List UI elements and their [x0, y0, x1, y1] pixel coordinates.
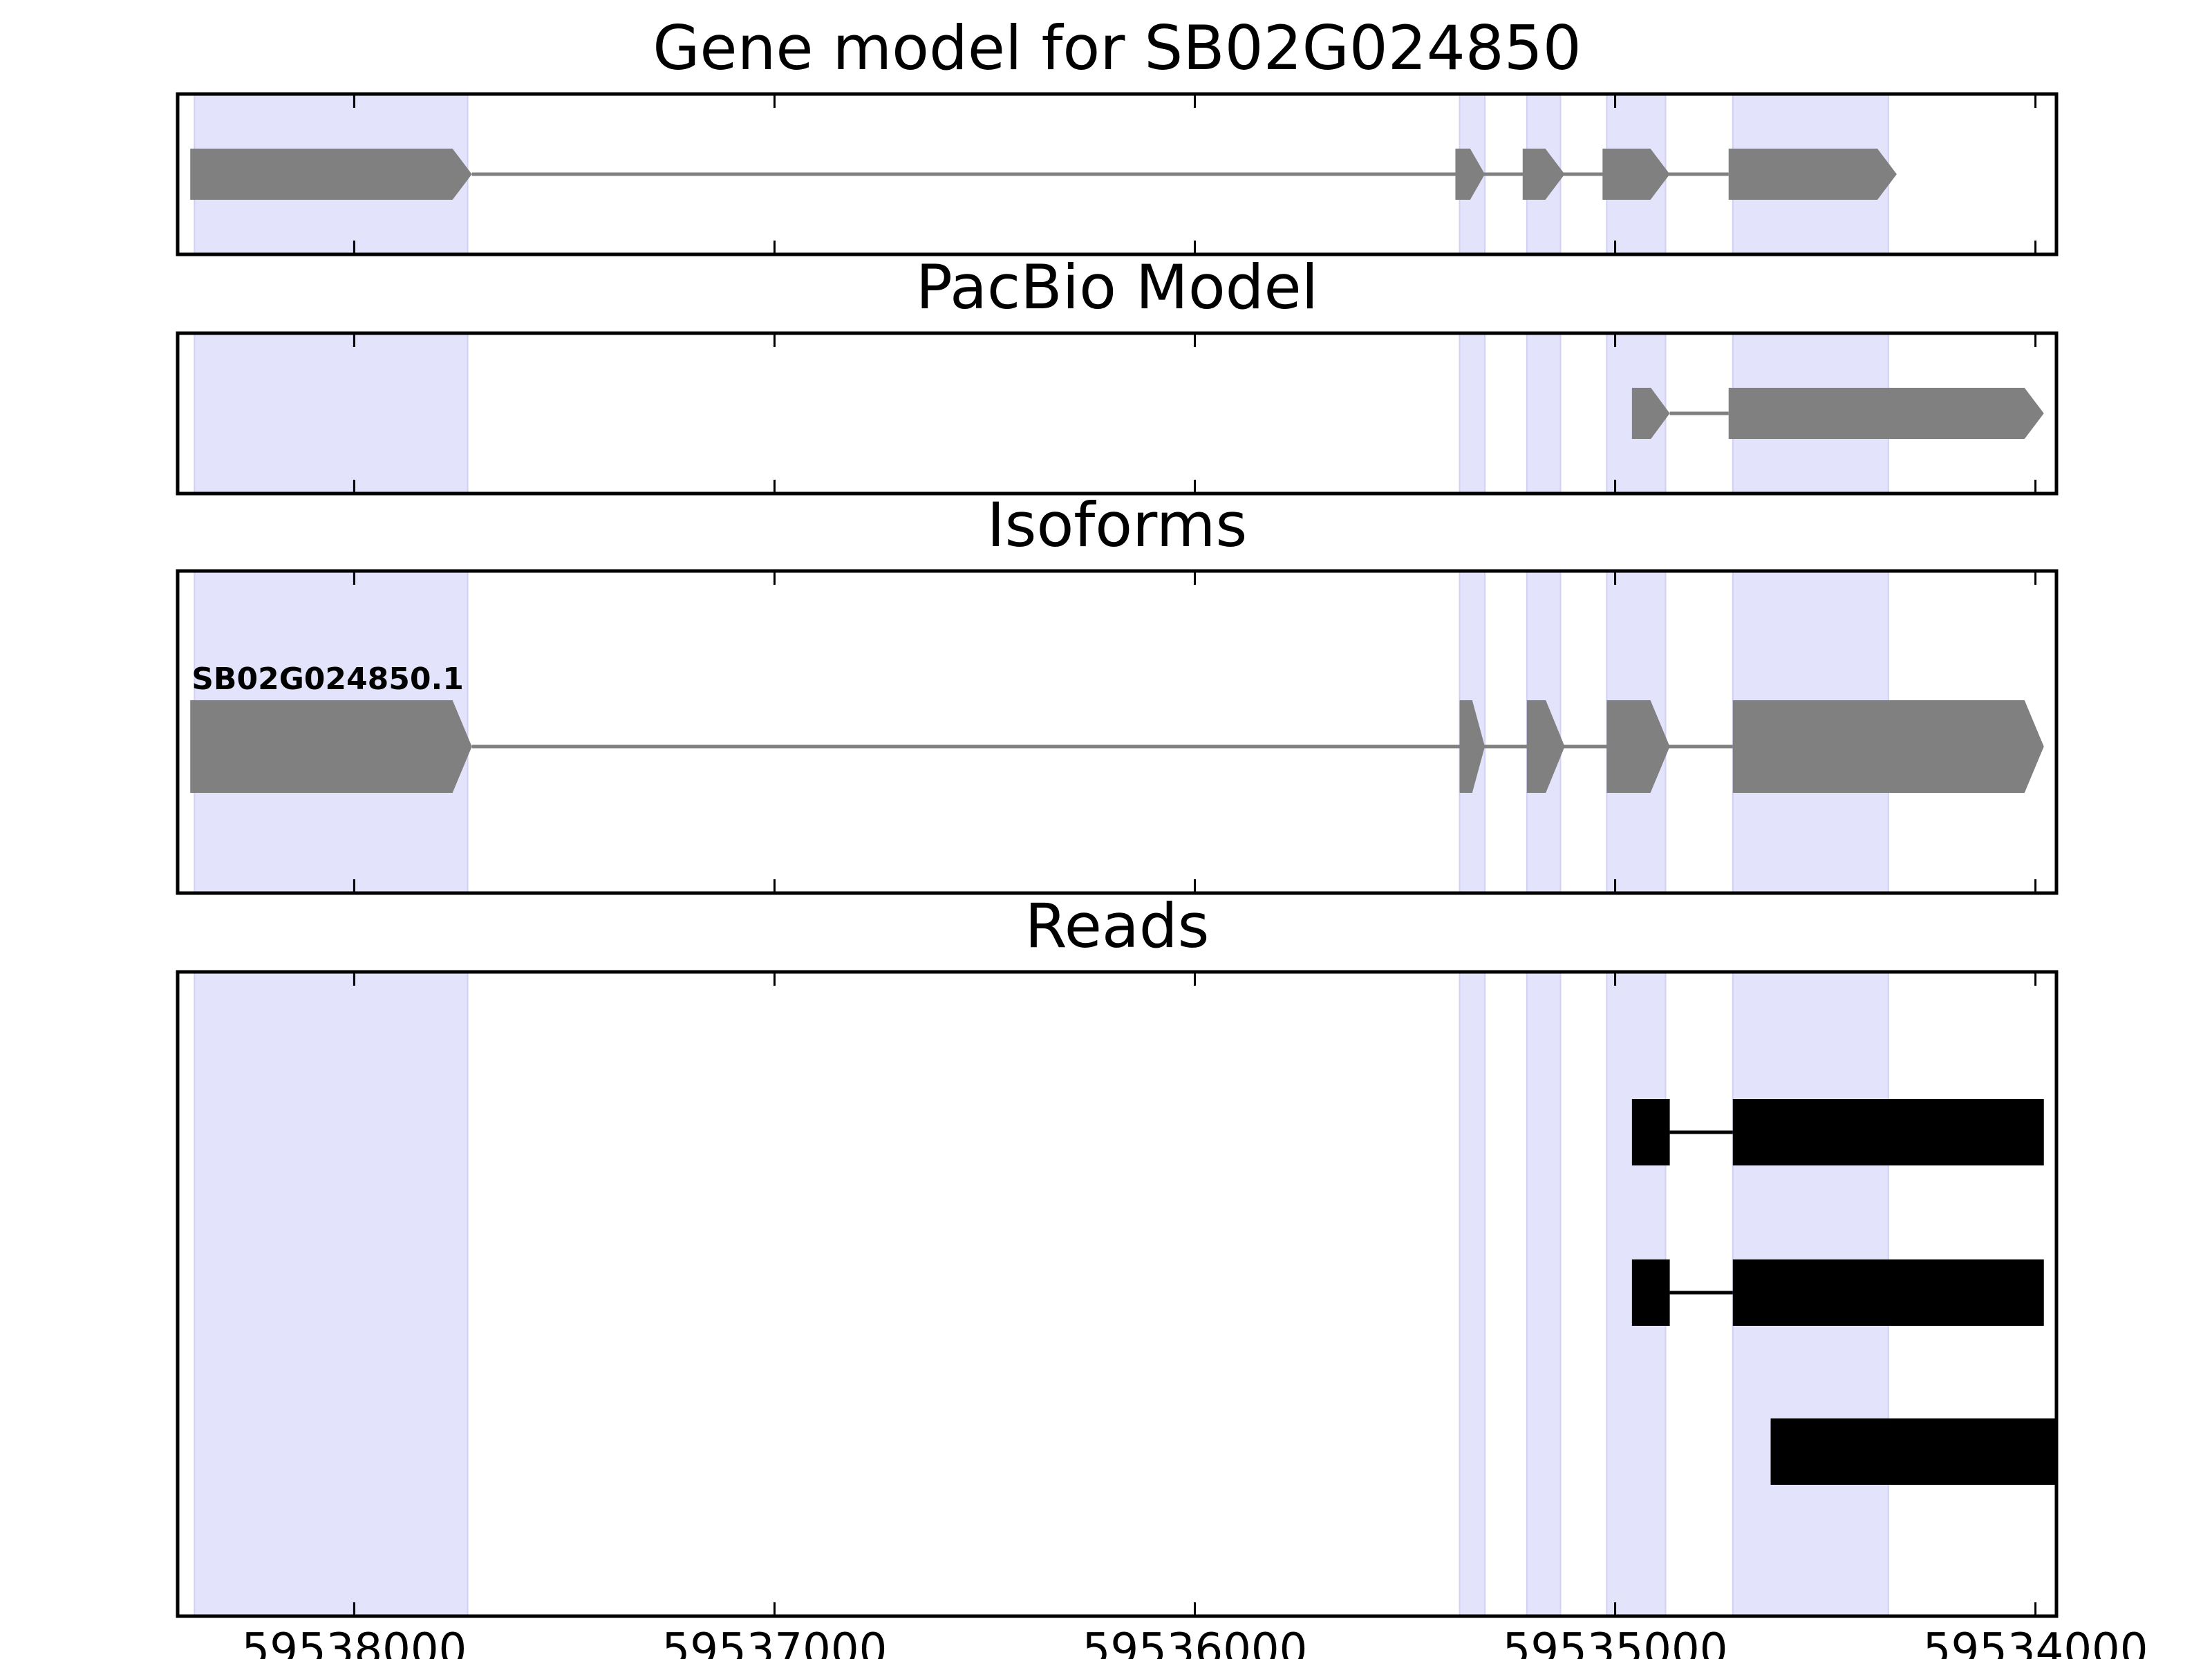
isoform-label: SB02G024850.1	[191, 662, 464, 697]
highlight-region	[1459, 971, 1486, 1617]
highlight-region	[194, 332, 469, 494]
exon-arrow	[1602, 149, 1670, 200]
read-block	[1631, 1259, 1670, 1326]
exon-arrow	[190, 700, 472, 793]
exon-arrow	[1526, 700, 1565, 793]
exon-arrow	[1459, 700, 1485, 793]
read-block	[1631, 1099, 1670, 1165]
track	[1770, 1418, 2056, 1485]
highlight-region	[1459, 332, 1486, 494]
exon-arrow	[1728, 149, 1897, 200]
track: SB02G024850.1	[190, 662, 2044, 793]
track	[1631, 1259, 2044, 1326]
panel-title: PacBio Model	[916, 252, 1318, 323]
highlight-region	[194, 971, 469, 1617]
panel-gene-model: Gene model for SB02G024850	[176, 12, 2059, 256]
exon-arrow	[190, 149, 472, 200]
panels-group: Gene model for SB02G024850 PacBio Model Is…	[176, 12, 2148, 1659]
axes-frame	[176, 92, 2059, 256]
x-tick-label: 59534000	[1923, 1624, 2148, 1659]
exon-arrow	[1631, 388, 1670, 439]
x-tick-label: 59536000	[1082, 1624, 1308, 1659]
axes-frame	[176, 569, 2059, 895]
track	[190, 149, 1897, 200]
panel-title: Gene model for SB02G024850	[653, 12, 1582, 84]
panel-title: Isoforms	[987, 489, 1248, 561]
highlight-region	[1526, 971, 1562, 1617]
read-block	[1732, 1099, 2044, 1165]
read-block	[1770, 1418, 2056, 1485]
exon-arrow	[1732, 700, 2044, 793]
panel-isoforms: Isoforms SB02G024850.1	[176, 489, 2059, 895]
panel-reads: Reads 59538000 59537000 59536000 59535000 595…	[176, 890, 2148, 1659]
x-tick-label: 59535000	[1503, 1624, 1728, 1659]
exon-arrow	[1455, 149, 1485, 200]
track	[1631, 388, 2044, 439]
axes-frame	[176, 970, 2059, 1618]
panel-title: Reads	[1025, 890, 1210, 962]
exon-arrow	[1728, 388, 2044, 439]
highlight-region	[1526, 332, 1562, 494]
panel-pacbio-model: PacBio Model	[176, 252, 2059, 496]
read-block	[1732, 1259, 2044, 1326]
track	[1631, 1099, 2044, 1165]
exon-arrow	[1522, 149, 1565, 200]
axes-frame	[176, 331, 2059, 496]
x-tick-label: 59537000	[662, 1624, 888, 1659]
x-tick-label: 59538000	[242, 1624, 467, 1659]
exon-arrow	[1606, 700, 1670, 793]
